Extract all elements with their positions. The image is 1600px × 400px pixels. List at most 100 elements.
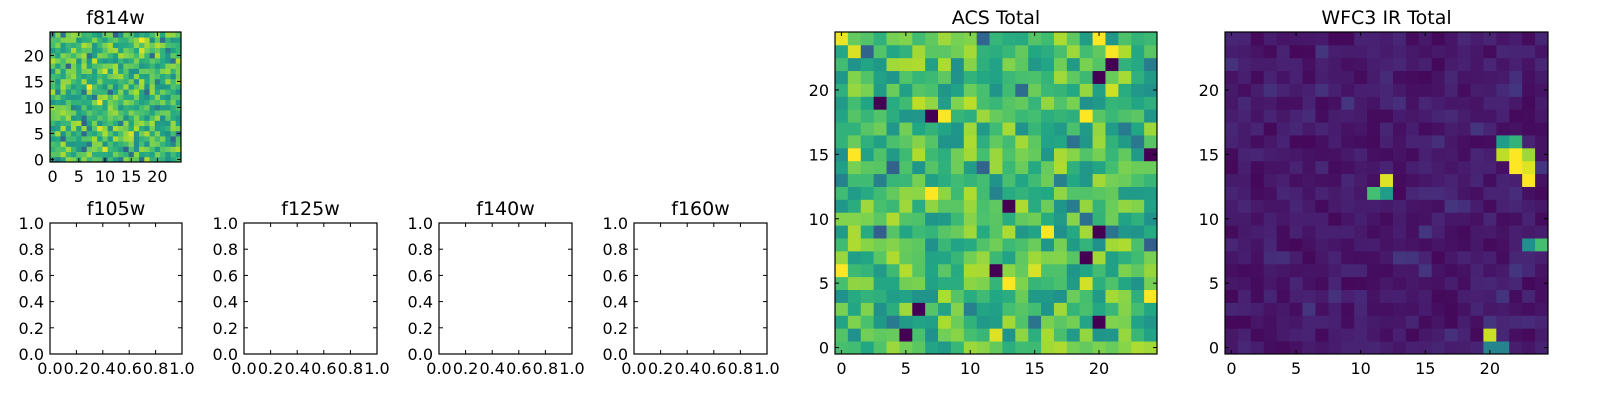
heatmap-cell	[950, 199, 965, 213]
heatmap-cell	[1276, 263, 1290, 278]
heatmap-cell	[1105, 96, 1119, 110]
heatmap-cell	[899, 173, 913, 187]
heatmap-cell	[1457, 289, 1471, 303]
heatmap-cell	[1250, 263, 1265, 278]
heatmap-cell	[925, 96, 939, 110]
heatmap-cell	[1431, 147, 1446, 162]
heatmap-cell	[123, 94, 129, 100]
heatmap-cell	[1066, 57, 1081, 72]
heatmap-cell	[144, 136, 150, 142]
heatmap-cell	[1250, 122, 1265, 136]
heatmap-cell	[133, 78, 140, 85]
heatmap-cell	[1250, 315, 1265, 329]
heatmap-cell	[899, 263, 913, 278]
heatmap-cell	[1341, 212, 1355, 226]
heatmap-cell	[112, 58, 119, 64]
heatmap-cell	[123, 78, 129, 85]
heatmap-cell	[1483, 135, 1497, 149]
heatmap-cell	[835, 70, 849, 84]
heatmap-cell	[1522, 263, 1536, 278]
heatmap-cell	[1066, 276, 1081, 290]
heatmap-cell	[912, 212, 926, 226]
heatmap-cell	[1380, 238, 1394, 252]
heatmap-cell	[1341, 70, 1355, 84]
heatmap-cell	[60, 120, 67, 126]
heatmap-cell	[1328, 263, 1342, 278]
heatmap-cell	[1354, 173, 1368, 187]
heatmap-cell	[97, 146, 103, 152]
heatmap-cell	[1028, 263, 1042, 278]
heatmap-cell	[1522, 315, 1536, 329]
heatmap-cell	[1354, 276, 1368, 290]
heatmap-cell	[1496, 212, 1510, 226]
heatmap-cell	[1092, 96, 1106, 110]
heatmap-cell	[123, 130, 129, 137]
heatmap-cell	[112, 151, 119, 158]
heatmap-cell	[107, 156, 114, 163]
heatmap-cell	[873, 147, 887, 162]
y-tick-label: 0	[34, 150, 44, 169]
heatmap-cell	[139, 32, 145, 38]
heatmap-cell	[873, 238, 887, 252]
heatmap-cell	[1250, 341, 1265, 355]
heatmap-cell	[86, 151, 93, 158]
x-tick-label: 10	[1350, 359, 1370, 378]
heatmap-cell	[1302, 328, 1316, 342]
heatmap-cell	[1028, 44, 1042, 59]
heatmap-cell	[1509, 341, 1523, 355]
heatmap-cell	[1302, 83, 1316, 97]
heatmap-cell	[899, 57, 913, 72]
heatmap-cell	[1105, 199, 1119, 213]
heatmap-cell	[835, 263, 849, 278]
heatmap-cell	[128, 110, 135, 116]
heatmap-cell	[989, 315, 1003, 329]
heatmap-cell	[1405, 57, 1420, 72]
heatmap-cell	[1328, 289, 1342, 303]
heatmap-cell	[1418, 250, 1433, 265]
heatmap-cell	[1276, 57, 1290, 72]
heatmap-cell	[165, 99, 171, 106]
heatmap-cell	[97, 99, 103, 106]
heatmap-cell	[1066, 263, 1081, 278]
heatmap-cell	[976, 289, 990, 303]
heatmap-cell	[1263, 109, 1278, 123]
heatmap-cell	[102, 94, 109, 100]
heatmap-cell	[899, 147, 913, 162]
heatmap-cell	[1079, 263, 1093, 278]
heatmap-cell	[1066, 109, 1081, 123]
heatmap-cell	[989, 199, 1003, 213]
heatmap-cell	[1066, 341, 1081, 355]
heatmap-cell	[1092, 122, 1106, 136]
heatmap-cell	[899, 109, 913, 123]
heatmap-cell	[873, 328, 887, 342]
heatmap-cell	[1328, 160, 1342, 175]
heatmap-cell	[154, 146, 161, 152]
heatmap-cell	[1522, 173, 1536, 187]
y-tick-label: 1.0	[213, 214, 238, 233]
heatmap-cell	[835, 147, 849, 162]
heatmap-cell	[97, 42, 103, 48]
heatmap-cell	[160, 110, 166, 116]
heatmap-cell	[886, 315, 900, 329]
heatmap-cell	[50, 89, 56, 95]
heatmap-cell	[1118, 44, 1132, 59]
heatmap-cell	[938, 186, 952, 200]
heatmap-cell	[1066, 160, 1081, 175]
heatmap-cell	[1302, 44, 1316, 59]
heatmap-cell	[1015, 341, 1029, 355]
heatmap-cell	[1041, 173, 1055, 187]
heatmap-cell	[1002, 57, 1016, 72]
heatmap-cell	[1289, 109, 1303, 123]
heatmap-cell	[950, 276, 965, 290]
heatmap-cell	[1263, 276, 1278, 290]
heatmap-cell	[70, 63, 77, 69]
heatmap-cell	[1444, 57, 1458, 72]
heatmap-cell	[1496, 173, 1510, 187]
heatmap-cell	[1405, 70, 1420, 84]
heatmap-cell	[1418, 225, 1433, 239]
heatmap-cell	[1496, 199, 1510, 213]
heatmap-cell	[1028, 289, 1042, 303]
heatmap-cell	[1092, 44, 1106, 59]
heatmap-cell	[1431, 70, 1446, 84]
heatmap-cell	[60, 99, 67, 106]
